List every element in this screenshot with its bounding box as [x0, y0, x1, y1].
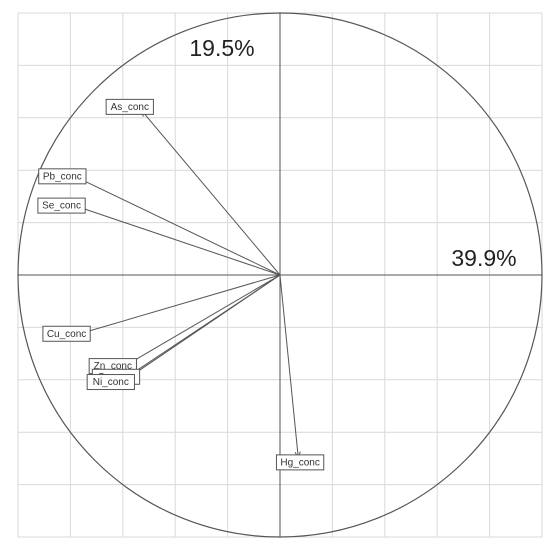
- svg-text:Se_conc: Se_conc: [42, 201, 81, 212]
- arrow-as-conc: [140, 108, 281, 276]
- label-as-conc: As_conc: [105, 98, 154, 115]
- label-se-conc: Se_conc: [37, 197, 86, 214]
- label-hg-conc: Hg_conc: [275, 454, 325, 471]
- arrow-se-conc: [76, 206, 281, 276]
- correlation-circle: [17, 12, 543, 538]
- label-cu-conc: Cu_conc: [42, 325, 91, 342]
- variable-labels: As_concPb_concSe_concCu_concZn_concCr_co…: [37, 98, 325, 471]
- svg-text:As_conc: As_conc: [111, 102, 149, 113]
- label-pb-conc: Pb_conc: [38, 168, 87, 185]
- x-axis-variance-label: 39.9%: [451, 245, 516, 271]
- svg-text:Pb_conc: Pb_conc: [43, 171, 82, 182]
- arrow-hg-conc: [279, 274, 301, 460]
- svg-text:Ni_conc: Ni_conc: [93, 377, 129, 388]
- svg-text:Zn_conc: Zn_conc: [94, 361, 132, 372]
- arrow-cu-conc: [82, 274, 281, 334]
- svg-text:Hg_conc: Hg_conc: [280, 457, 319, 468]
- svg-text:Cu_conc: Cu_conc: [47, 329, 86, 340]
- arrow-zn-conc: [126, 274, 281, 365]
- variable-arrows: [76, 108, 301, 460]
- arrow-pb-conc: [77, 177, 281, 276]
- y-axis-variance-label: 19.5%: [189, 35, 254, 61]
- label-ni-conc: Ni_conc: [86, 374, 135, 391]
